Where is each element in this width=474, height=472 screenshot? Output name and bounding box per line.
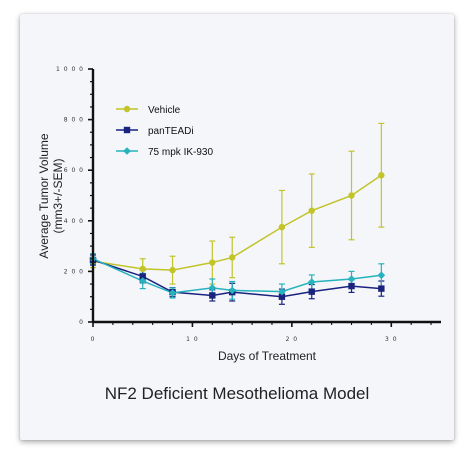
data-point — [138, 277, 147, 285]
data-point — [278, 293, 286, 300]
legend-marker — [123, 126, 131, 134]
x-tick-label: 3 0 — [385, 336, 398, 343]
x-axis-label: Days of Treatment — [218, 349, 317, 363]
series-markers — [89, 172, 386, 300]
data-point — [307, 278, 316, 286]
x-tick-label: 2 0 — [286, 336, 299, 343]
x-tick-label: 1 0 — [186, 336, 199, 343]
axes — [88, 68, 441, 327]
data-point — [168, 289, 177, 297]
series-line-0 — [92, 174, 382, 271]
data-point — [377, 271, 386, 279]
data-point — [228, 286, 236, 295]
y-axis-label-line-1: Average Tumor Volume — [37, 133, 51, 259]
y-tick-label: 2 0 0 — [64, 268, 84, 275]
y-tick-label: 1 0 0 0 — [56, 66, 84, 73]
y-tick-label: 0 — [79, 319, 84, 326]
series-lines — [92, 174, 382, 298]
y-tick-label: 6 0 0 — [64, 167, 84, 174]
legend-label: 75 mpk IK-930 — [148, 147, 213, 158]
data-point — [378, 172, 385, 179]
data-point — [169, 266, 176, 274]
data-point — [348, 282, 355, 290]
legend-marker — [123, 147, 131, 155]
legend-label: Vehicle — [148, 105, 181, 116]
data-point — [278, 223, 286, 231]
x-tick-label: 0 — [91, 336, 96, 343]
legend: Vehicle panTEADi 75 mpk IK-930 — [116, 105, 213, 158]
legend-marker — [123, 105, 131, 113]
data-point — [139, 273, 146, 280]
y-tick-label: 8 0 0 — [64, 117, 84, 124]
data-point — [308, 207, 315, 214]
data-point — [308, 288, 315, 295]
data-point — [347, 275, 356, 283]
data-point — [378, 285, 385, 292]
data-point — [229, 254, 236, 261]
y-axis-label-line-2: (mm3+/-SEM) — [51, 158, 65, 233]
chart-caption: NF2 Deficient Mesothelioma Model — [104, 384, 370, 403]
legend-label: panTEADi — [148, 126, 194, 137]
data-point — [348, 192, 355, 199]
data-point — [209, 259, 216, 266]
data-point — [139, 265, 146, 273]
data-point — [278, 287, 286, 296]
data-point — [208, 284, 217, 292]
y-tick-label: 4 0 0 — [64, 218, 84, 225]
data-point — [209, 292, 216, 299]
tick-labels: 0 2 0 0 4 0 0 6 0 0 8 0 0 1 0 0 0 0 1 0 2 0 3 0 — [56, 66, 398, 343]
